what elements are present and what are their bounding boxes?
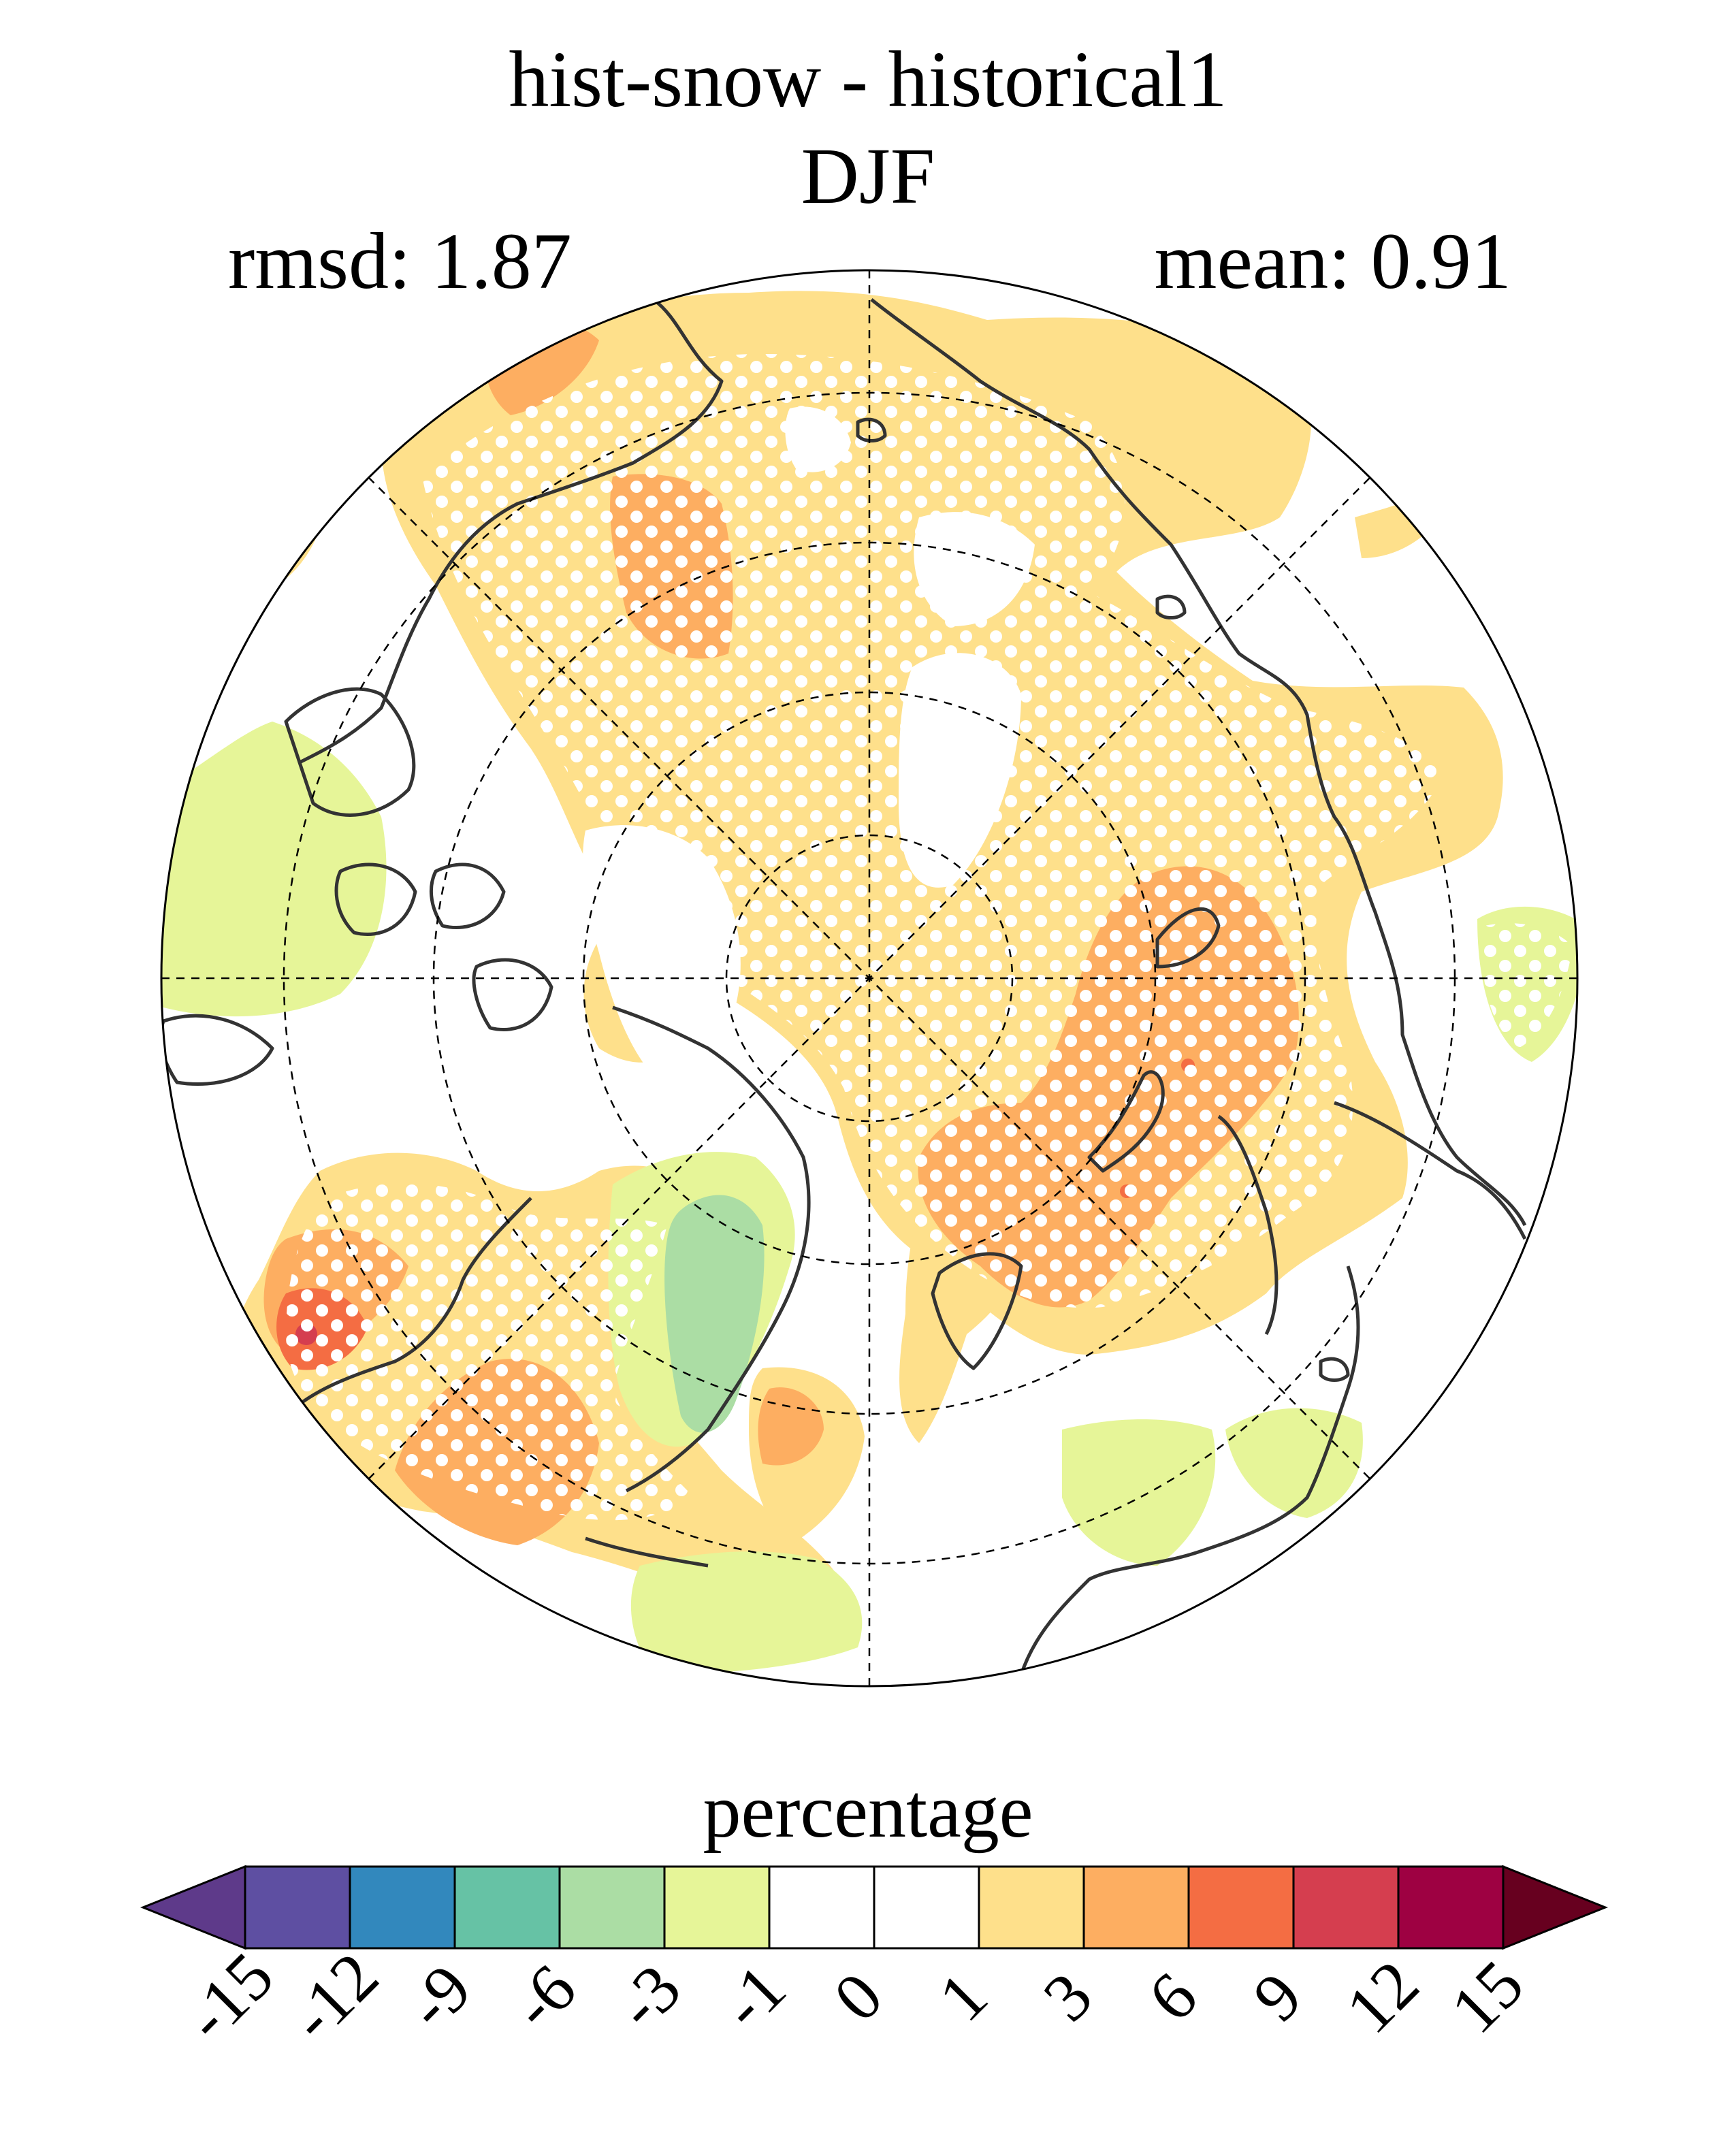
field-green [664, 1195, 765, 1433]
colorbar: -15-12-9 -6 -3 -1 0 1 3 6 9 12 15 [140, 1865, 1609, 2056]
colorbar-box [1292, 1865, 1400, 1950]
colorbar-tick-label: 0 [819, 1958, 897, 2035]
colorbar-tick-label: 9 [1238, 1958, 1316, 2035]
colorbar-box [558, 1865, 666, 1950]
colorbar-tick-label: 1 [924, 1958, 1001, 2035]
colorbar-box [768, 1865, 875, 1950]
colorbar-tick-label: -1 [707, 1950, 800, 2044]
colorbar-tick-label: 12 [1332, 1946, 1433, 2048]
colorbar-tick-label: -3 [602, 1950, 695, 2044]
colorbar-tick-label: -9 [392, 1950, 485, 2044]
map-border [160, 269, 1579, 1688]
colorbar-box [1397, 1865, 1505, 1950]
colorbar-box [978, 1865, 1085, 1950]
colorbar-tick-label: -15 [170, 1938, 288, 2056]
colorbar-label: percentage [703, 1769, 1033, 1854]
colorbar-box [244, 1865, 351, 1950]
colorbar-box [873, 1865, 980, 1950]
field-neutral-areas [583, 406, 1035, 1089]
colorbar-tick-label: -12 [275, 1938, 393, 2056]
colorbar-tick-label: 15 [1436, 1946, 1538, 2048]
mean-stat: mean: 0.91 [1154, 216, 1511, 306]
colorbar-extend-low [140, 1865, 246, 1950]
colorbar-box [663, 1865, 771, 1950]
map-fields [161, 291, 1577, 1675]
colorbar-tick-label: 3 [1029, 1958, 1106, 2035]
colorbar-tick-label: 6 [1134, 1958, 1211, 2035]
plot-season: DJF [801, 131, 935, 221]
colorbar-extend-high [1502, 1865, 1609, 1950]
colorbar-box [453, 1865, 561, 1950]
colorbar-box [1187, 1865, 1295, 1950]
colorbar-box [349, 1865, 456, 1950]
graticule [161, 270, 1577, 1686]
colorbar-tick-label: -6 [497, 1950, 590, 2044]
colorbar-box [1082, 1865, 1190, 1950]
rmsd-stat: rmsd: 1.87 [228, 216, 572, 306]
plot-title: hist-snow - historical1 [509, 35, 1227, 124]
